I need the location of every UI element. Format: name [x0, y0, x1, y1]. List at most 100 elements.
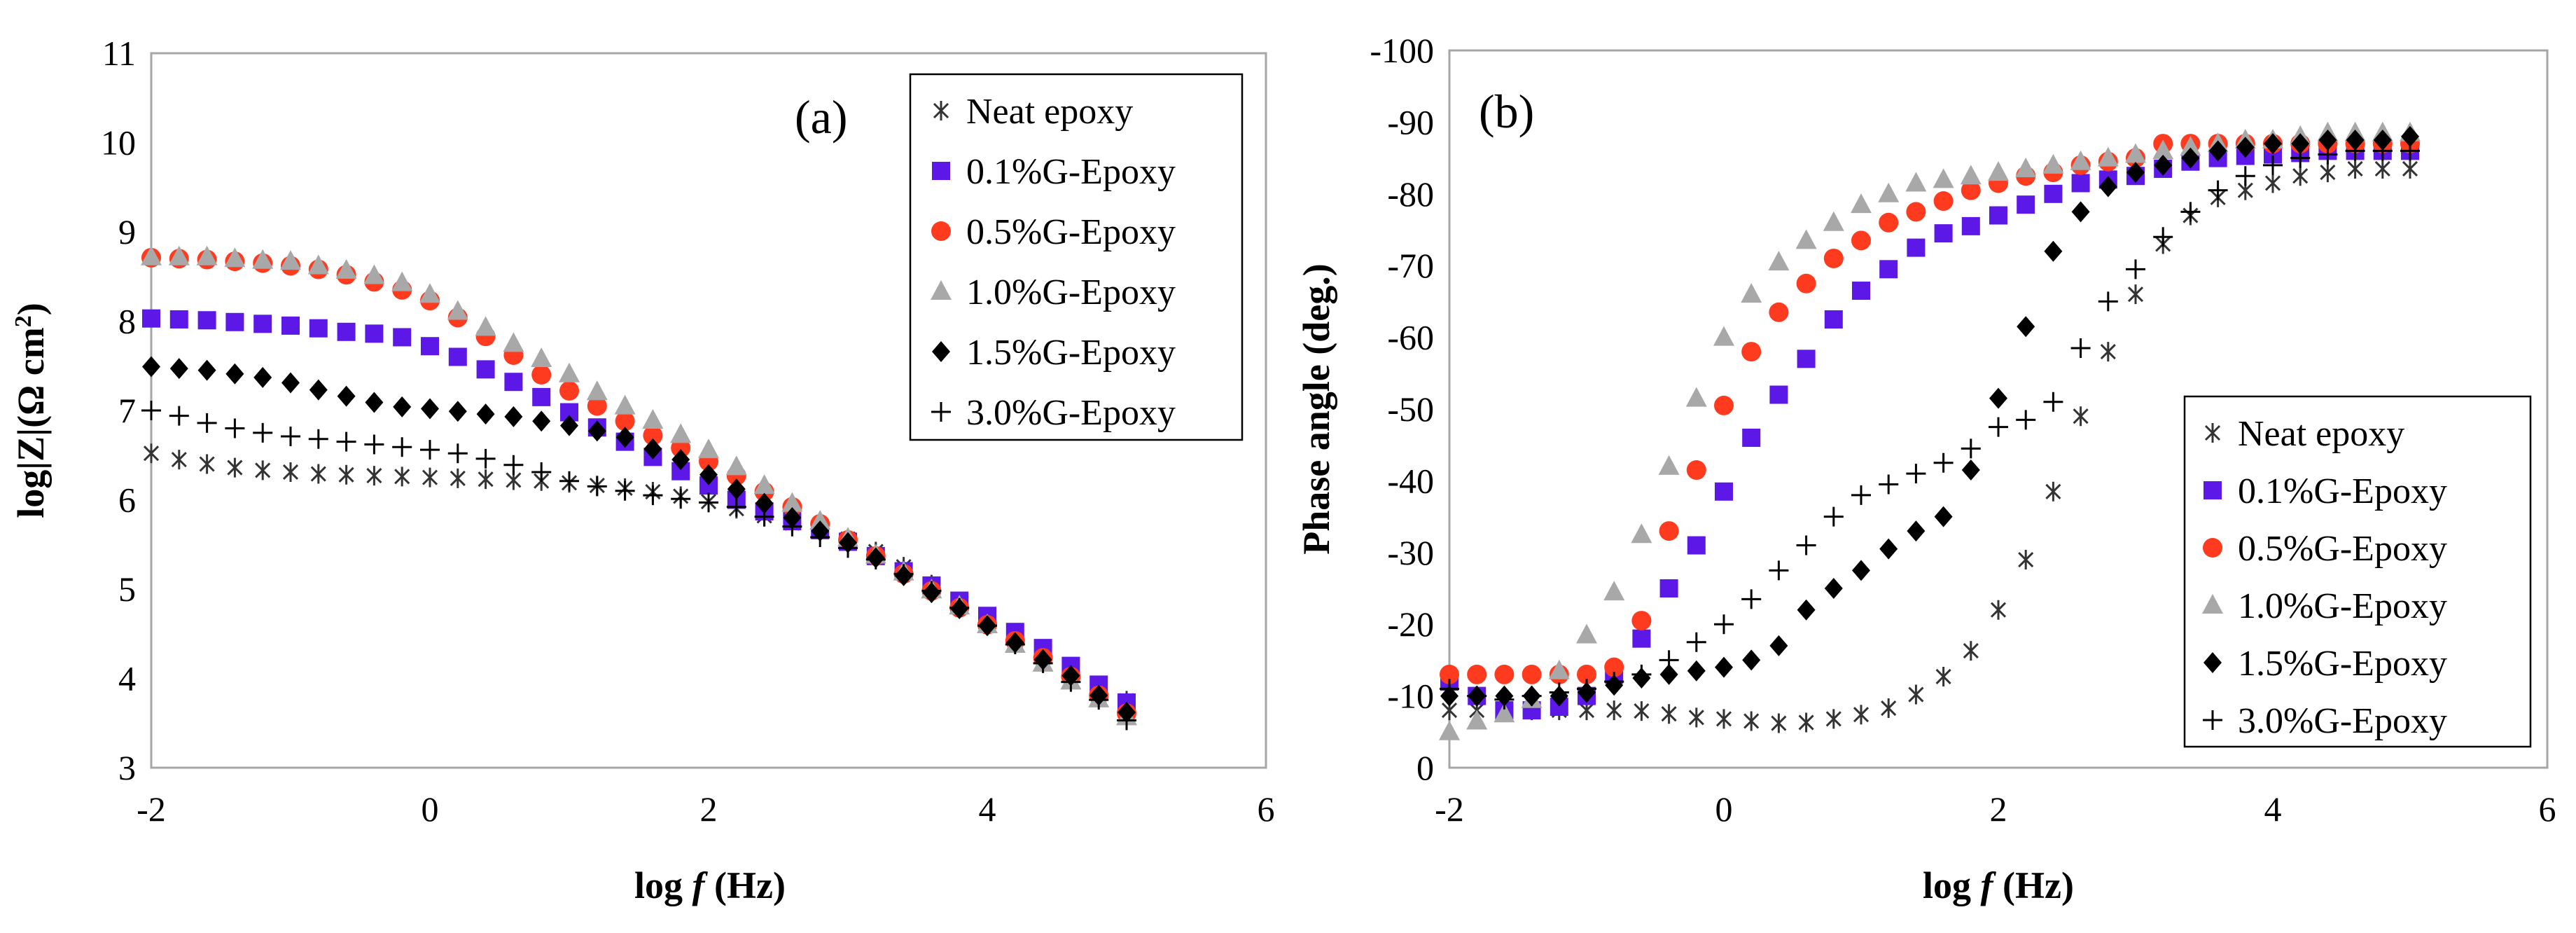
y-tick-label: 6 — [118, 481, 136, 520]
data-point — [255, 460, 271, 481]
data-point — [1796, 535, 1816, 555]
data-point — [1825, 709, 1842, 729]
data-point — [1117, 710, 1136, 731]
data-point — [419, 283, 440, 303]
y-tick-label: 9 — [118, 212, 136, 251]
data-point — [1603, 581, 1625, 601]
x-tick-label: 4 — [2264, 789, 2282, 829]
data-point — [1522, 664, 1542, 684]
x-ticks-b: -2 0 2 4 6 — [1435, 789, 2556, 829]
data-point — [809, 510, 831, 530]
data-point — [503, 455, 524, 475]
data-point — [643, 485, 663, 506]
y-tick-label: -20 — [1387, 604, 1434, 644]
data-point — [1713, 326, 1734, 346]
data-point — [335, 258, 357, 279]
data-point — [309, 379, 328, 401]
data-point — [364, 434, 384, 455]
data-point — [1661, 704, 1677, 724]
data-point — [2100, 342, 2116, 362]
y-tick-label: 0 — [1416, 748, 1434, 787]
data-point — [643, 425, 663, 445]
data-point — [447, 443, 468, 464]
legend-label-0.5g-epoxy: 0.5%G-Epoxy — [966, 212, 1176, 252]
data-point — [531, 365, 552, 385]
data-point — [310, 464, 326, 484]
data-point — [1631, 611, 1652, 631]
data-point — [476, 403, 495, 425]
data-point — [1960, 165, 1982, 185]
data-point — [1741, 283, 1762, 303]
data-point — [1687, 536, 1706, 555]
data-point — [394, 466, 410, 487]
data-point — [503, 332, 524, 352]
data-point — [2098, 176, 2117, 198]
data-point — [1741, 589, 1762, 609]
data-point — [1685, 387, 1707, 407]
data-point — [2291, 133, 2310, 155]
data-point — [587, 476, 607, 497]
data-point — [1089, 690, 1109, 710]
legend-label-1.0g-epoxy: 1.0%G-Epoxy — [966, 272, 1176, 312]
y-ticks-b: 0 -10 -20 -30 -40 -50 -60 -70 -80 -90 -100 — [1370, 31, 1434, 787]
data-point — [169, 406, 189, 426]
data-point — [615, 411, 635, 431]
panel-label-a: (a) — [795, 90, 847, 144]
data-point — [168, 245, 190, 265]
data-point — [280, 250, 301, 270]
data-point — [2126, 162, 2145, 184]
data-point — [559, 380, 579, 401]
data-point — [1522, 686, 1542, 706]
data-point — [1632, 629, 1651, 648]
data-point — [1686, 460, 1706, 481]
data-point — [1440, 664, 1459, 684]
data-point — [1768, 251, 1790, 271]
data-point — [2290, 148, 2311, 168]
data-point — [1658, 455, 1680, 475]
legend-label-3.0g-epoxy: 3.0%G-Epoxy — [966, 393, 1176, 433]
data-point — [142, 356, 160, 378]
data-point — [1687, 660, 1706, 682]
data-point — [1576, 623, 1597, 644]
data-point — [309, 319, 328, 338]
y-tick-label: 11 — [102, 34, 136, 73]
data-point — [252, 249, 274, 269]
data-point — [1989, 417, 2008, 437]
legend-label-1.5g-epoxy: 1.5%G-Epoxy — [2238, 644, 2447, 684]
data-point — [1934, 506, 1953, 527]
data-point — [225, 312, 244, 331]
data-point — [1742, 428, 1761, 447]
data-point — [2181, 147, 2200, 169]
data-point — [1549, 682, 1569, 703]
data-point — [1742, 649, 1761, 671]
data-point — [1494, 664, 1515, 684]
data-point — [2015, 157, 2037, 177]
data-point — [1714, 614, 1734, 635]
legend-marker-1.5g-epoxy — [932, 341, 950, 362]
data-point — [671, 489, 691, 509]
y-tick-label: -70 — [1387, 246, 1434, 285]
data-point — [1878, 182, 1900, 202]
y-axis-title-b: Phase angle (deg.) — [1295, 263, 1337, 554]
data-point — [475, 316, 496, 336]
data-point — [1851, 193, 1872, 214]
data-point — [1577, 679, 1596, 699]
data-point — [2372, 141, 2393, 161]
legend-label-neat-epoxy: Neat epoxy — [966, 92, 1133, 132]
legend-marker-3.0g-epoxy — [931, 402, 951, 422]
data-point — [1005, 635, 1025, 655]
data-point — [450, 468, 466, 488]
data-point — [227, 457, 243, 478]
data-point — [1851, 230, 1871, 251]
data-point — [2180, 136, 2201, 156]
y-tick-label: -30 — [1387, 533, 1434, 572]
data-point — [1769, 385, 1788, 404]
data-point — [2264, 173, 2281, 193]
data-point — [2125, 143, 2146, 163]
data-point — [224, 247, 246, 268]
y-tick-label: -50 — [1387, 389, 1434, 429]
data-point — [1033, 653, 1053, 673]
data-point — [614, 394, 636, 415]
data-point — [2401, 125, 2419, 147]
data-point — [338, 464, 354, 485]
